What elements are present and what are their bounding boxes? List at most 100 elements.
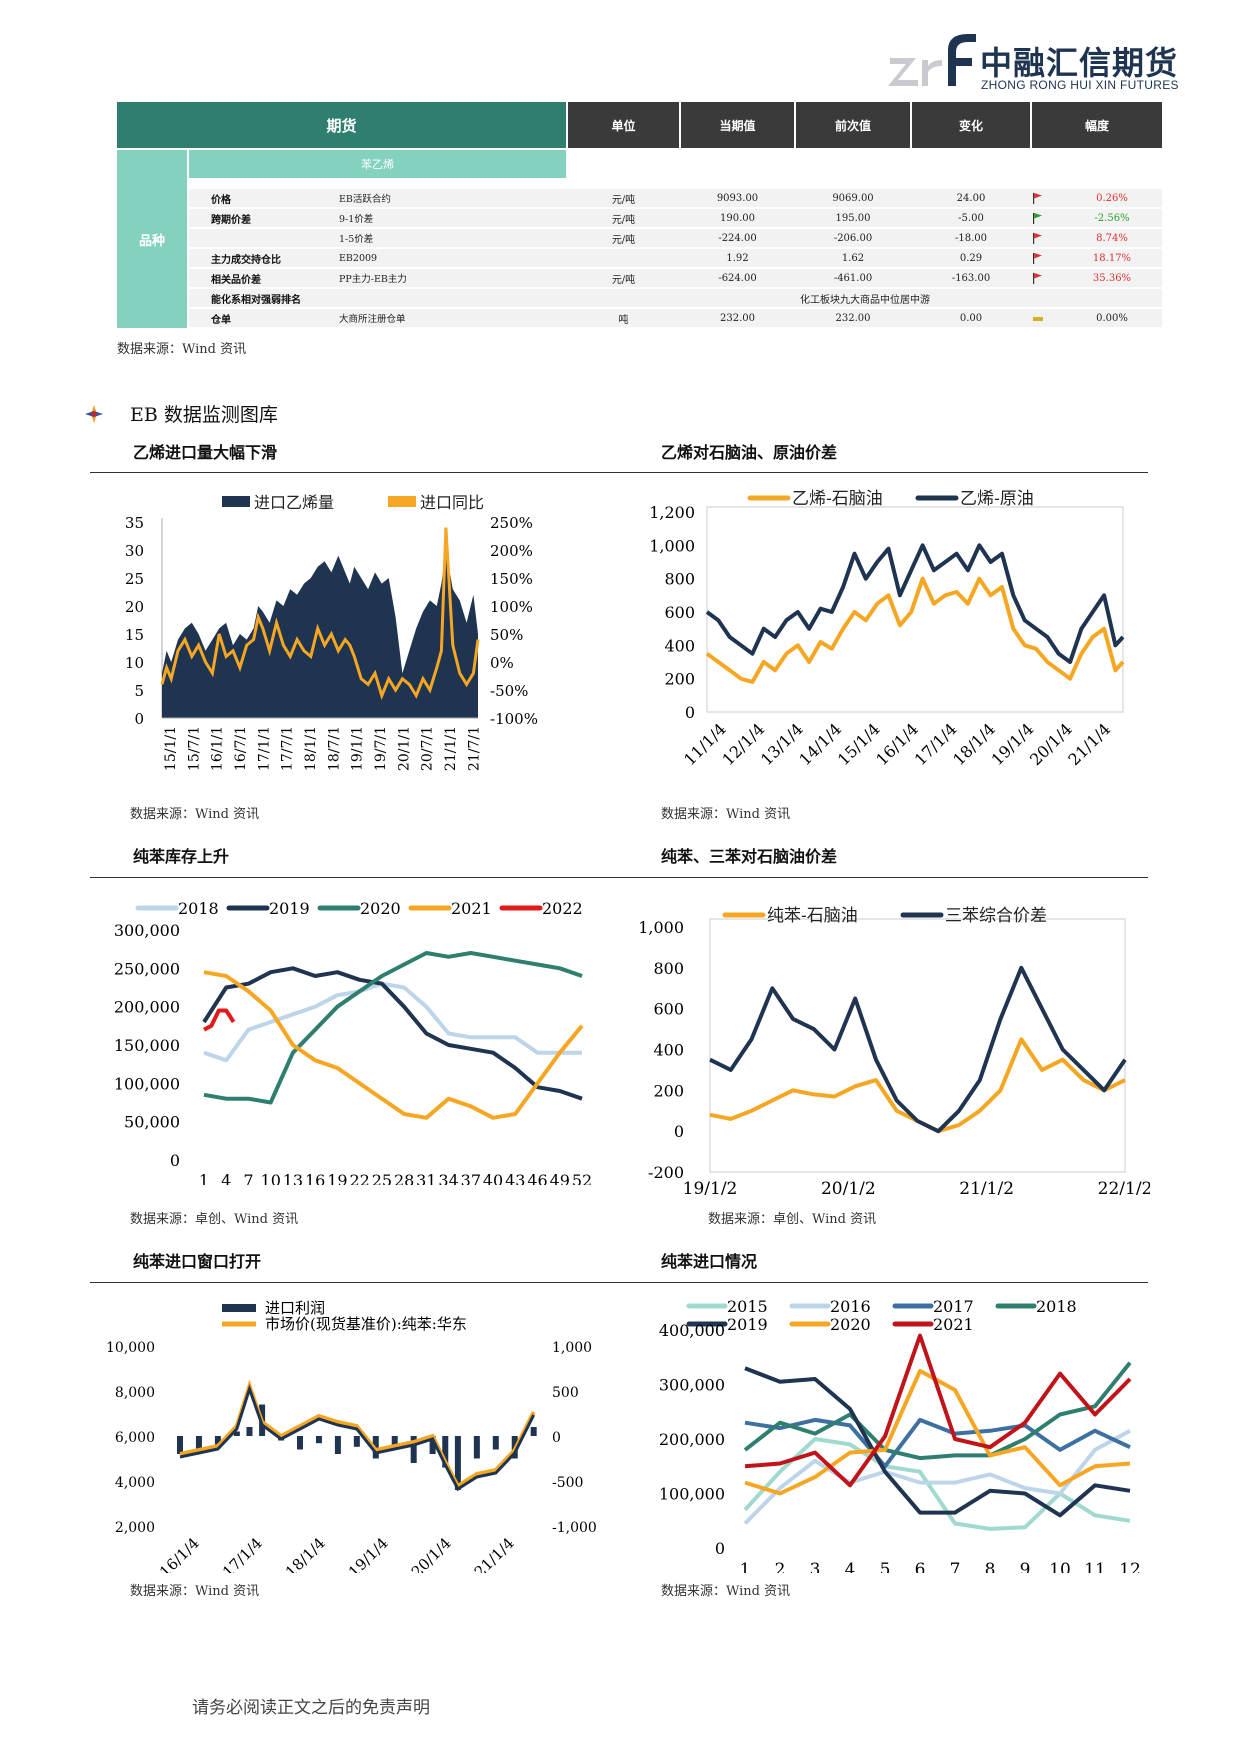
- x-tick-label: 17/1/1: [256, 726, 272, 771]
- x-tick-label: 3: [810, 1560, 821, 1573]
- chart-source-5: 数据来源：Wind 资讯: [130, 1584, 260, 1599]
- row-pct: 0.00%: [1096, 312, 1128, 324]
- legend-label: 2017: [933, 1297, 974, 1316]
- y-tick-right: -100%: [490, 710, 538, 728]
- x-tick-label: 17/1/4: [911, 719, 961, 769]
- x-tick-label: 18/1/4: [949, 719, 999, 769]
- section-title-text: 数据监测图库: [163, 404, 278, 426]
- legend-label: 2019: [727, 1315, 768, 1334]
- line-series-1: [709, 965, 1127, 1134]
- plot-frame: [706, 506, 1124, 713]
- row-label: 跨期价差: [211, 214, 251, 226]
- divider-row-1: [90, 472, 1148, 473]
- y-tick: 0: [685, 703, 695, 722]
- row-current: 232.00: [720, 312, 755, 324]
- y-tick: 600: [664, 603, 695, 622]
- y-tick-left: 10,000: [106, 1340, 155, 1356]
- legend-label: 2021: [933, 1315, 974, 1334]
- header-change: 变化: [912, 102, 1030, 148]
- x-tick-label: 22: [349, 1171, 369, 1185]
- chart-source-6: 数据来源：Wind 资讯: [661, 1584, 791, 1599]
- line-series-2021: [203, 970, 584, 1120]
- x-tick-label: 6: [915, 1560, 926, 1573]
- legend-label: 市场价(现货基准价):纯苯:华东: [265, 1315, 467, 1333]
- x-tick-label: 10: [1049, 1560, 1071, 1573]
- y-tick-left: 6,000: [115, 1430, 155, 1446]
- x-tick-label: 14/1/4: [795, 719, 845, 769]
- chart-title-1: 乙烯进口量大幅下滑: [133, 443, 278, 462]
- legend-label: 2016: [830, 1297, 871, 1316]
- x-tick-label: 15/7/1: [186, 726, 202, 771]
- row-label: 仓单: [211, 314, 231, 326]
- flag-icon: [1033, 233, 1042, 244]
- chart-benzene-inventory: 2018 2019 2020 2021 2022 300,000 250,000 200,00…: [114, 899, 592, 1185]
- row-previous: 9069.00: [832, 192, 874, 204]
- x-tick-label: 15/1/1: [163, 726, 179, 771]
- section-prefix: EB: [130, 404, 158, 426]
- profit-bar: [442, 1436, 449, 1468]
- line-series-yoy: [160, 527, 480, 701]
- x-tick-label: 19/1/2: [683, 1179, 738, 1195]
- product-name: 苯乙烯: [189, 150, 566, 178]
- x-tick-label: 7: [950, 1560, 961, 1573]
- table-row: [189, 229, 1162, 247]
- profit-bar: [410, 1436, 417, 1463]
- legend-swatch: [222, 1304, 256, 1312]
- chart-title-6: 纯苯进口情况: [661, 1252, 758, 1271]
- header-pct: 幅度: [1032, 102, 1162, 148]
- legend-label: 2020: [830, 1315, 871, 1334]
- table-row: [189, 189, 1162, 207]
- x-tick-label: 2: [775, 1560, 786, 1573]
- line-series-0: [709, 1037, 1126, 1134]
- x-tick-label: 1: [199, 1171, 209, 1185]
- x-tick-label: 4: [221, 1171, 231, 1185]
- legend-label: 进口同比: [420, 493, 484, 512]
- legend-label: 2020: [360, 899, 401, 918]
- profit-bar: [353, 1436, 360, 1447]
- row-previous: 1.62: [841, 252, 865, 264]
- line-series-price-shadow: [179, 1384, 536, 1492]
- row-previous: -461.00: [833, 272, 873, 284]
- table-row: [189, 309, 1162, 327]
- y-tick-right: 250%: [490, 514, 533, 532]
- x-tick-label: 11/1/4: [680, 719, 730, 769]
- x-tick-label: 18/1/4: [282, 1534, 329, 1573]
- chart-ethylene-imports: 进口乙烯量 进口同比 35 30 25 20 15 10 5 0 250% 200% 150% 100% 5…: [125, 493, 538, 771]
- y-tick-left: 25: [125, 570, 144, 588]
- row-label: 能化系相对强弱排名: [211, 294, 301, 306]
- x-tick-label: 22/1/2: [1098, 1179, 1150, 1195]
- x-tick-label: 18/7/1: [326, 726, 342, 771]
- profit-bar: [315, 1436, 322, 1444]
- y-tick-right: 200%: [490, 542, 533, 560]
- y-tick: 250,000: [114, 959, 180, 978]
- diamond-bullet-icon: [85, 405, 103, 423]
- y-tick: 400,000: [659, 1321, 725, 1340]
- x-tick-label: 21/1/4: [1064, 719, 1114, 769]
- y-tick: 400: [664, 636, 695, 655]
- legend-label: 纯苯-石脑油: [767, 906, 858, 926]
- x-tick-label: 13: [283, 1171, 303, 1185]
- y-tick-left: 10: [125, 654, 144, 672]
- y-tick: 50,000: [124, 1113, 180, 1132]
- divider-row-2: [90, 877, 1148, 878]
- x-tick-label: 21/1/2: [959, 1179, 1014, 1195]
- x-tick-label: 25: [372, 1171, 392, 1185]
- row-unit: [568, 249, 679, 267]
- legend-label: 2021: [451, 899, 492, 918]
- plot-frame: [709, 918, 1126, 1173]
- legend-label: 2019: [269, 899, 310, 918]
- x-tick-label: 49: [550, 1171, 570, 1185]
- y-tick-right: 150%: [490, 570, 533, 588]
- y-tick-left: 5: [134, 682, 144, 700]
- profit-bar: [214, 1436, 221, 1445]
- y-tick-left: 20: [125, 598, 144, 616]
- x-tick-label: 20/1/1: [396, 726, 412, 771]
- table-source: 数据来源：Wind 资讯: [117, 342, 247, 357]
- x-tick-label: 19/1/1: [350, 726, 366, 771]
- row-item: 大商所注册仓单: [339, 314, 406, 325]
- x-tick-label: 52: [572, 1171, 592, 1185]
- table-row: [189, 249, 1162, 267]
- x-tick-label: 20/1/4: [408, 1534, 455, 1573]
- x-tick-label: 28: [394, 1171, 414, 1185]
